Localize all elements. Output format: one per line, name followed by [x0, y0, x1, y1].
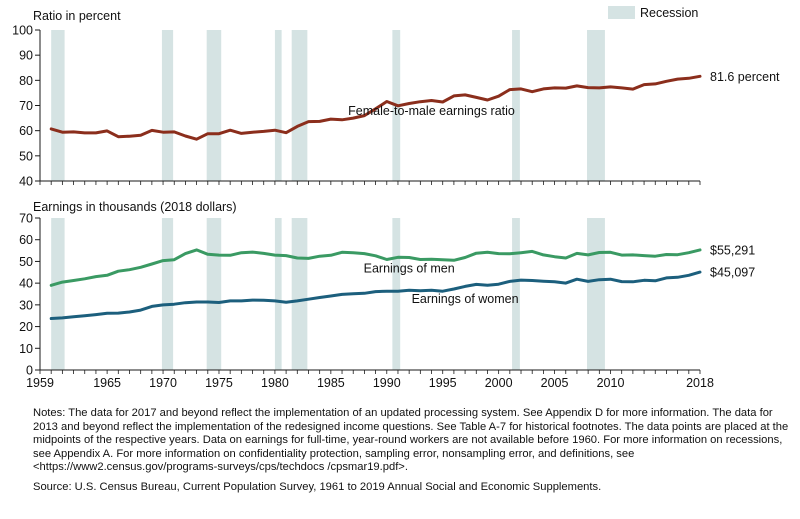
recession-band [274, 218, 282, 370]
series-line-earnings-of-women [49, 270, 702, 320]
y-tick-label: 70 [19, 212, 33, 226]
x-tick-label: 2018 [686, 376, 714, 390]
recession-band [161, 218, 174, 370]
annotation-label: Earnings of men [364, 261, 455, 275]
recession-band [291, 218, 308, 370]
recession-band [206, 218, 222, 370]
recession-band [512, 30, 520, 181]
x-tick-label: 1965 [93, 376, 121, 390]
y-tick-label: 30 [19, 298, 33, 312]
y-tick-label: 40 [19, 277, 33, 291]
y-tick-label: 20 [19, 320, 33, 334]
recession-band [274, 30, 282, 181]
annotation-label: $55,291 [710, 243, 755, 257]
y-tick-label: 50 [19, 149, 33, 163]
annotation-label: $45,097 [710, 266, 755, 280]
series-line-female-to-male-earnings-ratio [49, 74, 702, 141]
y-tick-label: 80 [19, 74, 33, 88]
x-tick-label: 1975 [205, 376, 233, 390]
annotation-label: Earnings of women [412, 292, 519, 306]
y-tick-label: 70 [19, 99, 33, 113]
recession-legend-swatch [608, 6, 635, 19]
annotation-label: 81.6 percent [710, 70, 780, 84]
y-tick-label: 50 [19, 255, 33, 269]
recession-band [512, 218, 520, 370]
recession-band [392, 218, 401, 370]
y-tick-label: 90 [19, 49, 33, 63]
recession-band [51, 30, 65, 181]
panel-title: Earnings in thousands (2018 dollars) [33, 200, 237, 214]
y-tick-label: 100 [12, 24, 33, 38]
x-tick-label: 2010 [597, 376, 625, 390]
y-tick-label: 10 [19, 342, 33, 356]
annotation-label: Female-to-male earnings ratio [348, 104, 515, 118]
x-tick-label: 1959 [26, 376, 54, 390]
x-tick-label: 1970 [149, 376, 177, 390]
recession-band [587, 30, 605, 181]
panel-title: Ratio in percent [33, 9, 121, 23]
recession-band [291, 30, 308, 181]
source-text: Source: U.S. Census Bureau, Current Popu… [33, 480, 602, 493]
notes-block: Notes: The data for 2017 and beyond refl… [33, 407, 793, 495]
y-tick-label: 60 [19, 124, 33, 138]
series-line-earnings-of-men [49, 248, 702, 287]
y-tick-label: 60 [19, 233, 33, 247]
recession-band [587, 218, 605, 370]
y-tick-label: 40 [19, 175, 33, 189]
x-tick-label: 1990 [373, 376, 401, 390]
x-tick-label: 1980 [261, 376, 289, 390]
recession-band [51, 218, 65, 370]
x-tick-label: 2005 [541, 376, 569, 390]
recession-band [161, 30, 174, 181]
recession-band [206, 30, 222, 181]
x-tick-label: 1985 [317, 376, 345, 390]
x-tick-label: 1995 [429, 376, 457, 390]
y-tick-label: 0 [26, 364, 33, 378]
x-tick-label: 2000 [485, 376, 513, 390]
notes-text: Notes: The data for 2017 and beyond refl… [33, 407, 789, 474]
recession-legend-label: Recession [640, 6, 698, 20]
